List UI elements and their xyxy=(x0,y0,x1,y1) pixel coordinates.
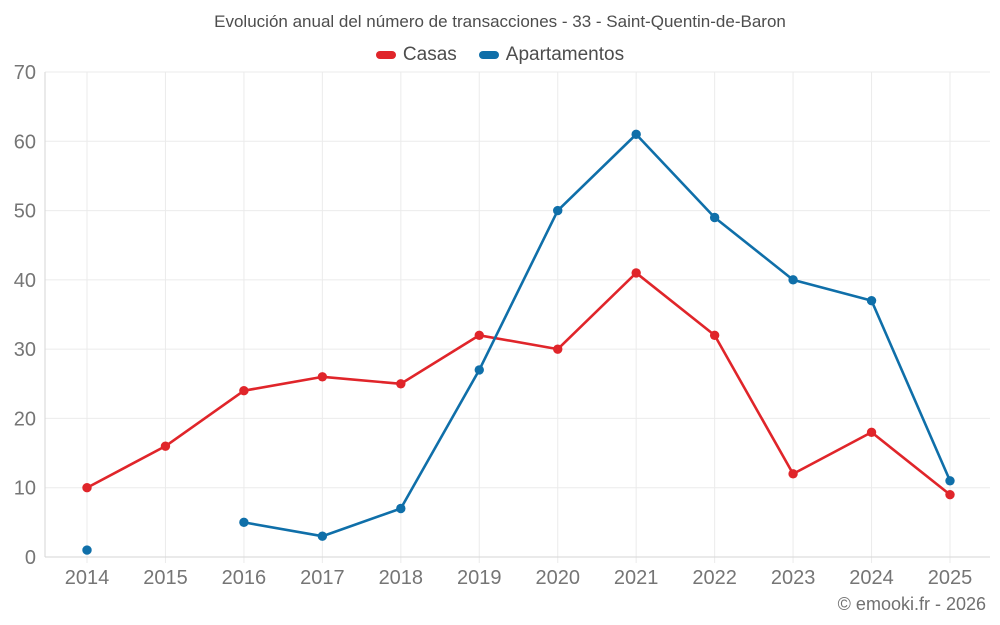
data-point-apartamentos xyxy=(866,295,877,306)
series-line-apartamentos xyxy=(242,133,952,538)
y-tick-label: 60 xyxy=(14,131,36,153)
y-tick-label: 20 xyxy=(14,408,36,430)
data-point-apartamentos xyxy=(553,205,563,216)
x-tick-label: 2020 xyxy=(535,567,580,589)
chart-title: Evolución anual del número de transaccio… xyxy=(214,12,786,31)
data-point-casas xyxy=(317,372,328,382)
x-tick-label: 2016 xyxy=(222,567,267,589)
data-point-casas xyxy=(631,268,641,278)
y-tick-label: 50 xyxy=(14,201,36,223)
x-tick-label: 2025 xyxy=(928,567,973,589)
x-tick-label: 2024 xyxy=(849,567,894,589)
data-point-casas xyxy=(709,330,720,340)
y-tick-label: 70 xyxy=(14,62,36,84)
data-point-casas xyxy=(160,441,171,451)
x-tick-label: 2014 xyxy=(65,567,110,589)
x-tick-label: 2015 xyxy=(143,567,188,589)
apartamentos-series-swatch-icon xyxy=(478,51,499,59)
y-tick-label: 0 xyxy=(25,547,36,569)
y-tick-label: 30 xyxy=(14,339,36,361)
data-point-casas xyxy=(474,330,484,340)
legend-label-casas: Casas xyxy=(402,44,457,65)
x-tick-label: 2023 xyxy=(771,567,816,589)
data-point-casas xyxy=(945,489,955,500)
data-point-apartamentos xyxy=(317,531,328,541)
data-point-apartamentos xyxy=(474,365,484,375)
data-point-apartamentos xyxy=(945,476,955,486)
data-point-casas xyxy=(239,386,249,396)
x-tick-label: 2022 xyxy=(692,567,737,589)
x-tick-label: 2017 xyxy=(300,567,345,589)
series-line-casas xyxy=(85,271,952,496)
data-point-apartamentos xyxy=(788,275,798,285)
data-point-apartamentos xyxy=(709,212,720,223)
chart-legend: Casas Apartamentos xyxy=(0,44,1000,66)
data-point-apartamentos xyxy=(631,129,641,140)
y-tick-label: 10 xyxy=(14,478,36,500)
data-point-casas xyxy=(866,427,877,437)
data-point-apartamentos xyxy=(82,545,92,555)
legend-item-apartamentos[interactable]: Apartamentos xyxy=(478,44,625,66)
data-point-casas xyxy=(553,344,563,354)
x-tick-label: 2021 xyxy=(614,567,659,589)
y-tick-label: 40 xyxy=(14,270,36,292)
copyright-watermark: © emooki.fr - 2026 xyxy=(837,594,986,614)
data-point-casas xyxy=(788,469,798,479)
casas-series-swatch-icon xyxy=(375,51,396,59)
x-tick-label: 2019 xyxy=(457,567,502,589)
data-point-casas xyxy=(82,483,92,493)
data-point-casas xyxy=(396,379,406,389)
x-tick-label: 2018 xyxy=(379,567,424,589)
data-point-apartamentos xyxy=(239,517,249,528)
legend-label-apartamentos: Apartamentos xyxy=(505,44,625,65)
legend-item-casas[interactable]: Casas xyxy=(375,44,457,66)
data-point-apartamentos xyxy=(396,503,406,514)
